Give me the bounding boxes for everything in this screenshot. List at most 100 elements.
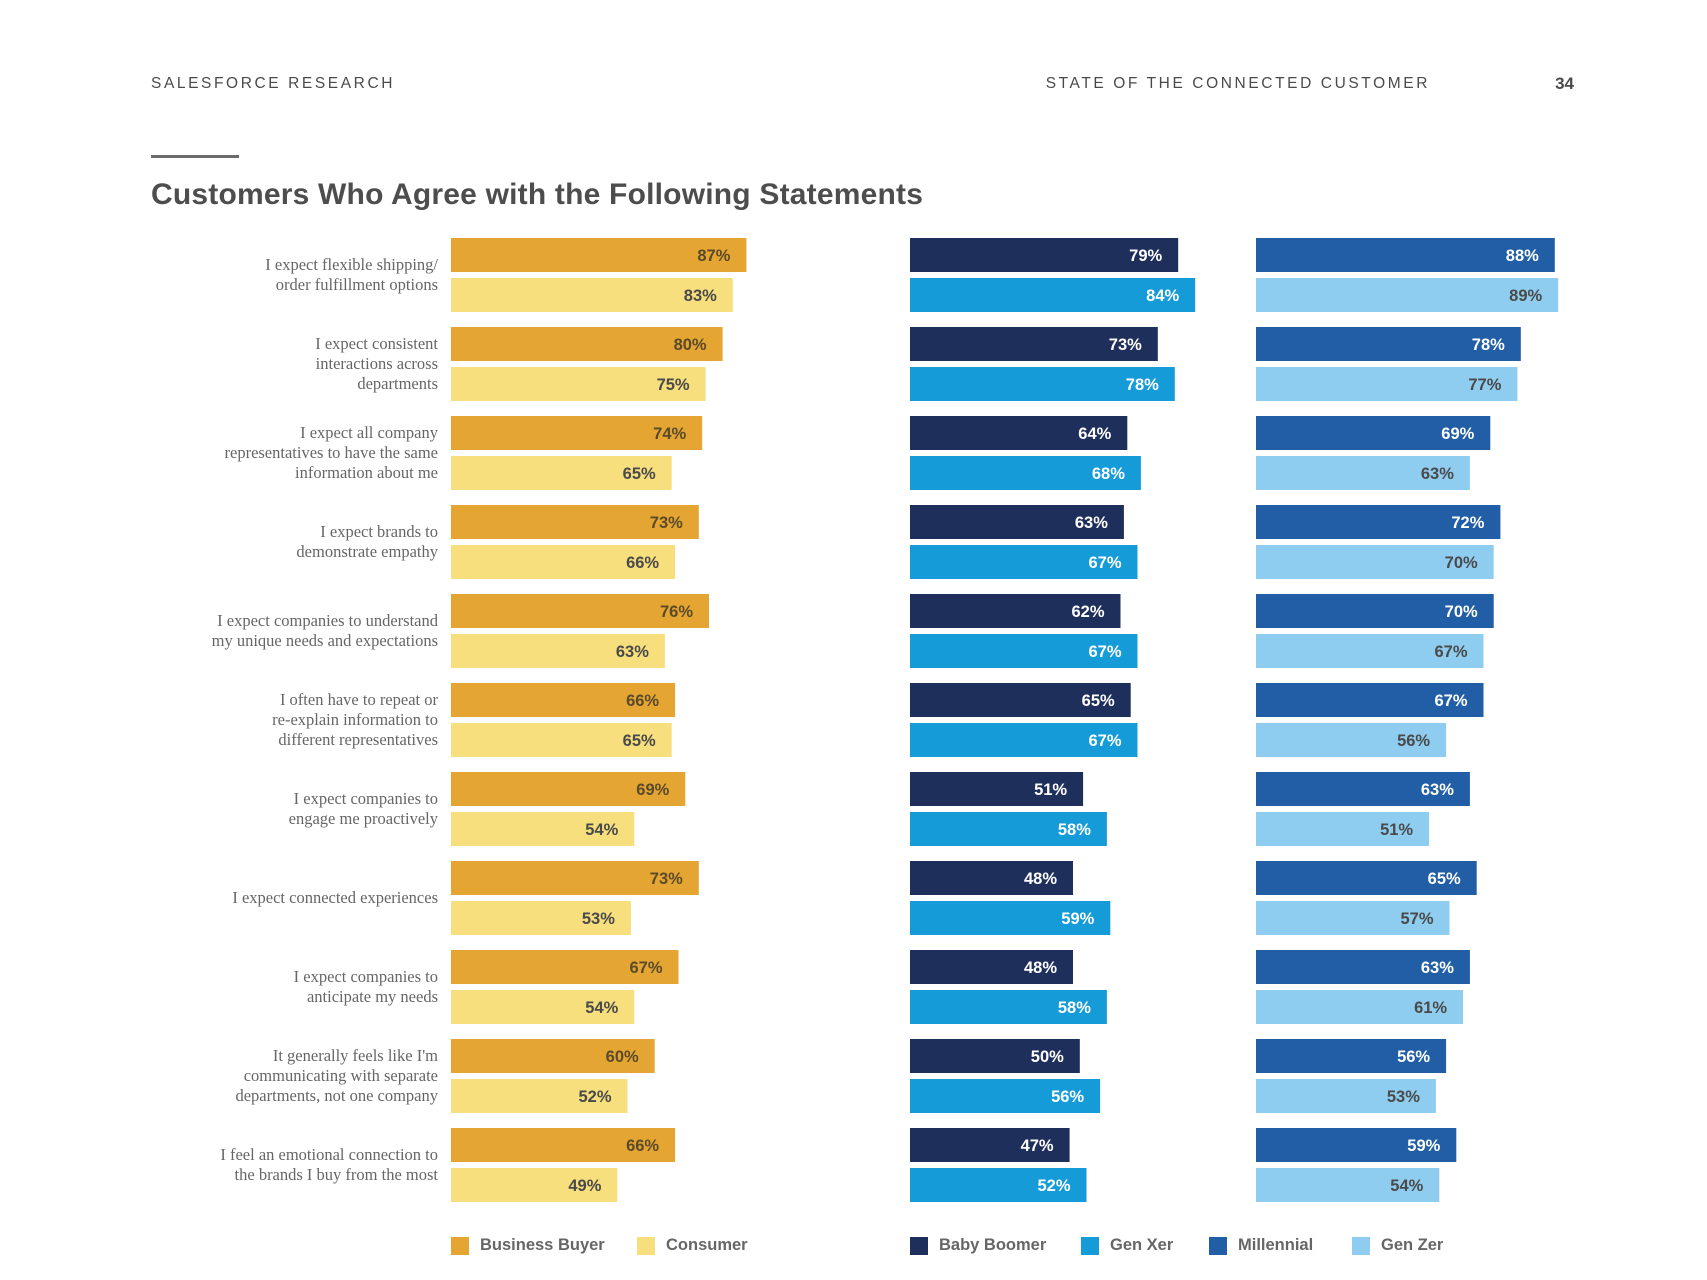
statement-line: I expect companies to	[293, 789, 438, 808]
bar-value-label: 67%	[1088, 732, 1121, 750]
bar-baby-boomer	[910, 683, 1131, 717]
bar-value-label: 68%	[1092, 465, 1125, 483]
bar-value-label: 64%	[1078, 425, 1111, 443]
bar-value-label: 51%	[1034, 781, 1067, 799]
bar-value-label: 61%	[1414, 999, 1447, 1017]
statement-line: the brands I buy from the most	[234, 1165, 438, 1184]
bar-gen-zer	[1256, 723, 1447, 757]
bar-value-label: 52%	[1037, 1177, 1070, 1195]
bar-value-label: 65%	[623, 465, 656, 483]
bar-value-label: 48%	[1024, 959, 1057, 977]
bar-value-label: 80%	[674, 336, 707, 354]
bar-value-label: 59%	[1407, 1137, 1440, 1155]
statement-line: I expect flexible shipping/	[265, 255, 438, 274]
bar-value-label: 73%	[1109, 336, 1142, 354]
bar-consumer	[451, 723, 672, 757]
publisher-label: SALESFORCE RESEARCH	[151, 75, 396, 92]
bar-business-buyer	[451, 416, 703, 450]
bar-gen-xer	[910, 723, 1138, 757]
bar-gen-xer	[910, 901, 1111, 935]
bar-value-label: 73%	[650, 514, 683, 532]
bar-value-label: 78%	[1472, 336, 1505, 354]
bar-baby-boomer	[910, 772, 1084, 806]
bar-gen-zer	[1256, 456, 1470, 490]
bar-value-label: 79%	[1129, 247, 1162, 265]
bar-value-label: 89%	[1509, 287, 1542, 305]
legend-item-baby-boomer: Baby Boomer	[910, 1236, 1046, 1255]
bar-value-label: 65%	[1082, 692, 1115, 710]
legend-swatch	[451, 1236, 469, 1255]
bar-gen-zer	[1256, 545, 1494, 579]
bar-value-label: 54%	[1390, 1177, 1423, 1195]
bar-baby-boomer	[910, 416, 1128, 450]
bar-baby-boomer	[910, 238, 1179, 272]
bar-gen-zer	[1256, 901, 1450, 935]
bar-business-buyer	[451, 238, 747, 272]
legend-swatch	[1209, 1236, 1227, 1255]
bar-value-label: 52%	[578, 1088, 611, 1106]
bar-value-label: 69%	[636, 781, 669, 799]
bar-value-label: 49%	[568, 1177, 601, 1195]
bar-value-label: 67%	[1088, 554, 1121, 572]
bar-millennial	[1256, 683, 1484, 717]
bar-consumer	[451, 367, 706, 401]
bar-gen-zer	[1256, 1168, 1440, 1202]
statement-label: I feel an emotional connection to the bra…	[138, 1145, 438, 1185]
statement-line: I expect consistent	[315, 334, 438, 353]
bar-value-label: 57%	[1400, 910, 1433, 928]
statement-line: I expect all company	[300, 423, 438, 442]
bar-millennial	[1256, 594, 1494, 628]
bar-millennial	[1256, 950, 1470, 984]
bar-consumer	[451, 456, 672, 490]
statement-line: communicating with separate	[243, 1066, 438, 1085]
bar-value-label: 67%	[1088, 643, 1121, 661]
bar-value-label: 70%	[1445, 603, 1478, 621]
statement-label: I expect all company representatives to h…	[138, 423, 439, 483]
statement-line: engage me proactively	[288, 809, 438, 828]
statement-line: departments, not one company	[235, 1086, 438, 1105]
bar-value-label: 51%	[1380, 821, 1413, 839]
legend-label: Consumer	[666, 1236, 748, 1254]
bar-gen-zer	[1256, 278, 1559, 312]
page-number: 34	[1555, 74, 1574, 93]
bar-value-label: 84%	[1146, 287, 1179, 305]
bar-millennial	[1256, 772, 1470, 806]
bar-gen-xer	[910, 545, 1138, 579]
statement-line: information about me	[295, 463, 438, 482]
bar-value-label: 58%	[1058, 821, 1091, 839]
bar-business-buyer	[451, 683, 676, 717]
legend-swatch	[637, 1236, 655, 1255]
bar-gen-zer	[1256, 812, 1430, 846]
bar-value-label: 67%	[1434, 643, 1467, 661]
bar-value-label: 48%	[1024, 870, 1057, 888]
statement-label: I expect companies to engage me proactive…	[138, 789, 438, 829]
bar-gen-xer	[910, 367, 1175, 401]
bar-value-label: 83%	[684, 287, 717, 305]
bar-business-buyer	[451, 1039, 655, 1073]
legend-item-gen-xer: Gen Xer	[1081, 1236, 1173, 1255]
bar-gen-zer	[1256, 367, 1518, 401]
bar-value-label: 69%	[1441, 425, 1474, 443]
bar-value-label: 66%	[626, 554, 659, 572]
bar-value-label: 66%	[626, 692, 659, 710]
bar-gen-xer	[910, 456, 1141, 490]
statement-label: I often have to repeat or re-explain info…	[138, 690, 438, 750]
legend-label: Baby Boomer	[939, 1236, 1047, 1254]
statement-line: I feel an emotional connection to	[220, 1145, 438, 1164]
bar-value-label: 63%	[1421, 465, 1454, 483]
legend-label: Gen Zer	[1381, 1236, 1444, 1254]
legend-item-business-buyer: Business Buyer	[451, 1236, 605, 1255]
bar-value-label: 65%	[623, 732, 656, 750]
bar-consumer	[451, 812, 635, 846]
bar-value-label: 62%	[1071, 603, 1104, 621]
bar-consumer	[451, 901, 631, 935]
bar-consumer	[451, 1079, 628, 1113]
bar-baby-boomer	[910, 1128, 1070, 1162]
bar-baby-boomer	[910, 594, 1121, 628]
bar-value-label: 88%	[1506, 247, 1539, 265]
bar-business-buyer	[451, 1128, 676, 1162]
statement-label: I expect brands to demonstrate empathy	[138, 522, 438, 562]
bar-millennial	[1256, 327, 1521, 361]
bar-business-buyer	[451, 505, 699, 539]
bar-baby-boomer	[910, 505, 1124, 539]
